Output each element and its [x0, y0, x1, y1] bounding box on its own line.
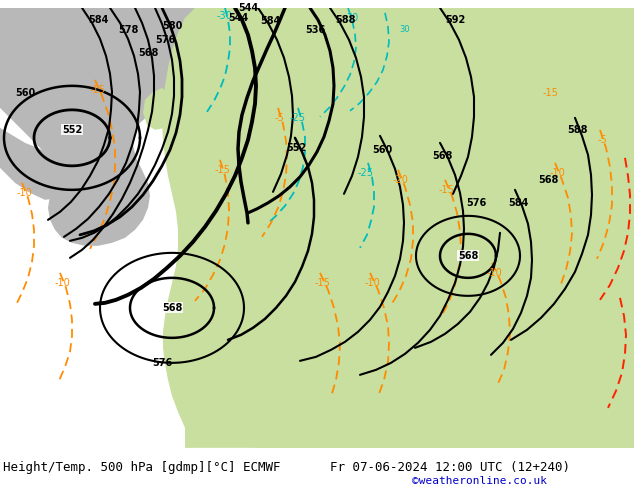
Text: 568: 568 — [162, 303, 182, 313]
Text: -30: -30 — [216, 11, 232, 21]
Text: -10: -10 — [16, 188, 32, 198]
Text: Height/Temp. 500 hPa [gdmp][°C] ECMWF: Height/Temp. 500 hPa [gdmp][°C] ECMWF — [3, 462, 281, 474]
Text: -10: -10 — [549, 168, 565, 178]
Text: 544: 544 — [238, 3, 258, 13]
Text: -20: -20 — [392, 175, 408, 185]
Polygon shape — [0, 8, 222, 246]
Text: 568: 568 — [138, 48, 158, 58]
Text: Fr 07-06-2024 12:00 UTC (12+240): Fr 07-06-2024 12:00 UTC (12+240) — [330, 462, 570, 474]
Text: 576: 576 — [152, 358, 172, 368]
Polygon shape — [245, 393, 634, 448]
Polygon shape — [143, 88, 175, 130]
Text: 568: 568 — [432, 151, 452, 161]
Text: 536: 536 — [305, 25, 325, 35]
Text: -25: -25 — [290, 113, 306, 123]
Text: 560: 560 — [372, 145, 392, 155]
Text: 30: 30 — [346, 13, 358, 23]
Text: -15: -15 — [89, 85, 105, 95]
Text: 588: 588 — [568, 125, 588, 135]
Text: -15: -15 — [314, 278, 330, 288]
Text: 584: 584 — [508, 198, 528, 208]
Text: -10: -10 — [486, 268, 502, 278]
Text: 576: 576 — [466, 198, 486, 208]
Text: 584: 584 — [88, 15, 108, 25]
Text: -5: -5 — [274, 113, 284, 123]
Text: -10: -10 — [364, 278, 380, 288]
Text: ©weatheronline.co.uk: ©weatheronline.co.uk — [412, 476, 547, 486]
Text: 544: 544 — [228, 13, 248, 23]
Text: 30: 30 — [399, 25, 410, 34]
Polygon shape — [162, 8, 634, 448]
Text: 580: 580 — [162, 21, 182, 31]
Text: 552: 552 — [62, 125, 82, 135]
Text: 584: 584 — [260, 16, 280, 26]
Text: -10: -10 — [54, 278, 70, 288]
Text: -15: -15 — [214, 165, 230, 175]
Text: -15: -15 — [542, 88, 558, 98]
Text: 568: 568 — [538, 175, 558, 185]
Text: 592: 592 — [445, 15, 465, 25]
Text: 560: 560 — [15, 88, 35, 98]
Polygon shape — [0, 8, 80, 200]
Text: 552: 552 — [286, 143, 306, 153]
Text: 578: 578 — [118, 25, 138, 35]
Text: 576: 576 — [155, 35, 175, 45]
Text: 568: 568 — [458, 251, 478, 261]
Text: -15: -15 — [438, 185, 454, 195]
Text: -25: -25 — [358, 168, 374, 178]
Text: -5: -5 — [597, 135, 607, 145]
Text: 588: 588 — [335, 15, 355, 25]
